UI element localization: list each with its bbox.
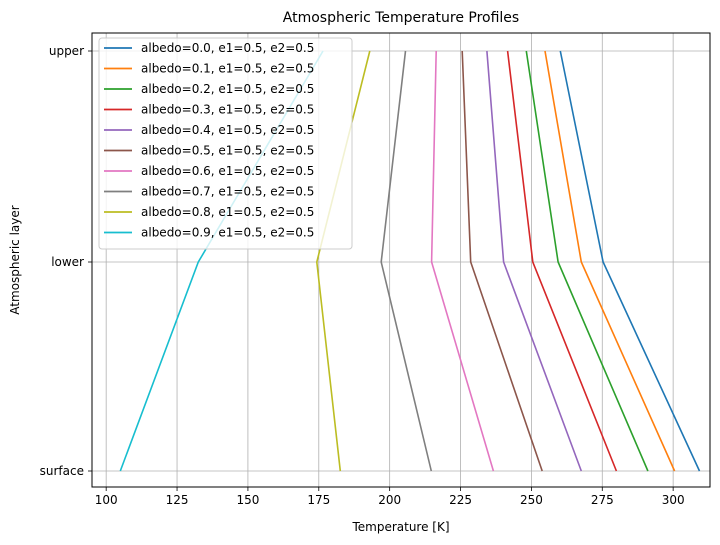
y-axis-title: Atmospheric layer [8,205,22,314]
x-tick-label: 225 [449,493,472,507]
legend-label: albedo=0.1, e1=0.5, e2=0.5 [141,62,314,76]
x-tick-label: 150 [236,493,259,507]
x-axis-title: Temperature [K] [351,520,449,534]
x-axis: 100 125 150 175 200 225 250 275 300 [95,487,685,507]
legend-label: albedo=0.9, e1=0.5, e2=0.5 [141,226,314,240]
legend-label: albedo=0.0, e1=0.5, e2=0.5 [141,41,314,55]
x-tick-label: 100 [95,493,118,507]
series-line-2 [525,50,649,472]
chart-title: Atmospheric Temperature Profiles [283,10,519,26]
legend-label: albedo=0.2, e1=0.5, e2=0.5 [141,82,314,96]
y-tick-label: upper [49,44,84,58]
legend-label: albedo=0.5, e1=0.5, e2=0.5 [141,144,314,158]
y-axis: surface lower upper [40,44,92,478]
legend-label: albedo=0.8, e1=0.5, e2=0.5 [141,205,314,219]
x-tick-label: 300 [662,493,685,507]
x-tick-label: 250 [520,493,543,507]
series-line-5 [461,50,543,472]
x-tick-label: 275 [591,493,614,507]
legend: albedo=0.0, e1=0.5, e2=0.5 albedo=0.1, e1… [98,37,353,250]
series-line-0 [559,50,701,472]
series-line-1 [544,50,676,472]
x-tick-label: 125 [166,493,189,507]
legend-label: albedo=0.4, e1=0.5, e2=0.5 [141,123,314,137]
series-line-6 [430,50,495,472]
x-tick-label: 200 [378,493,401,507]
legend-label: albedo=0.7, e1=0.5, e2=0.5 [141,185,314,199]
plot-area-frame [91,32,711,488]
x-tick-label: 175 [307,493,330,507]
legend-label: albedo=0.6, e1=0.5, e2=0.5 [141,164,314,178]
series-line-3 [506,50,618,472]
legend-box [98,37,353,250]
y-tick-label: lower [51,255,84,269]
series-line-4 [486,50,583,472]
legend-label: albedo=0.3, e1=0.5, e2=0.5 [141,103,314,117]
series-line-7 [380,50,433,472]
y-tick-label: surface [40,464,84,478]
